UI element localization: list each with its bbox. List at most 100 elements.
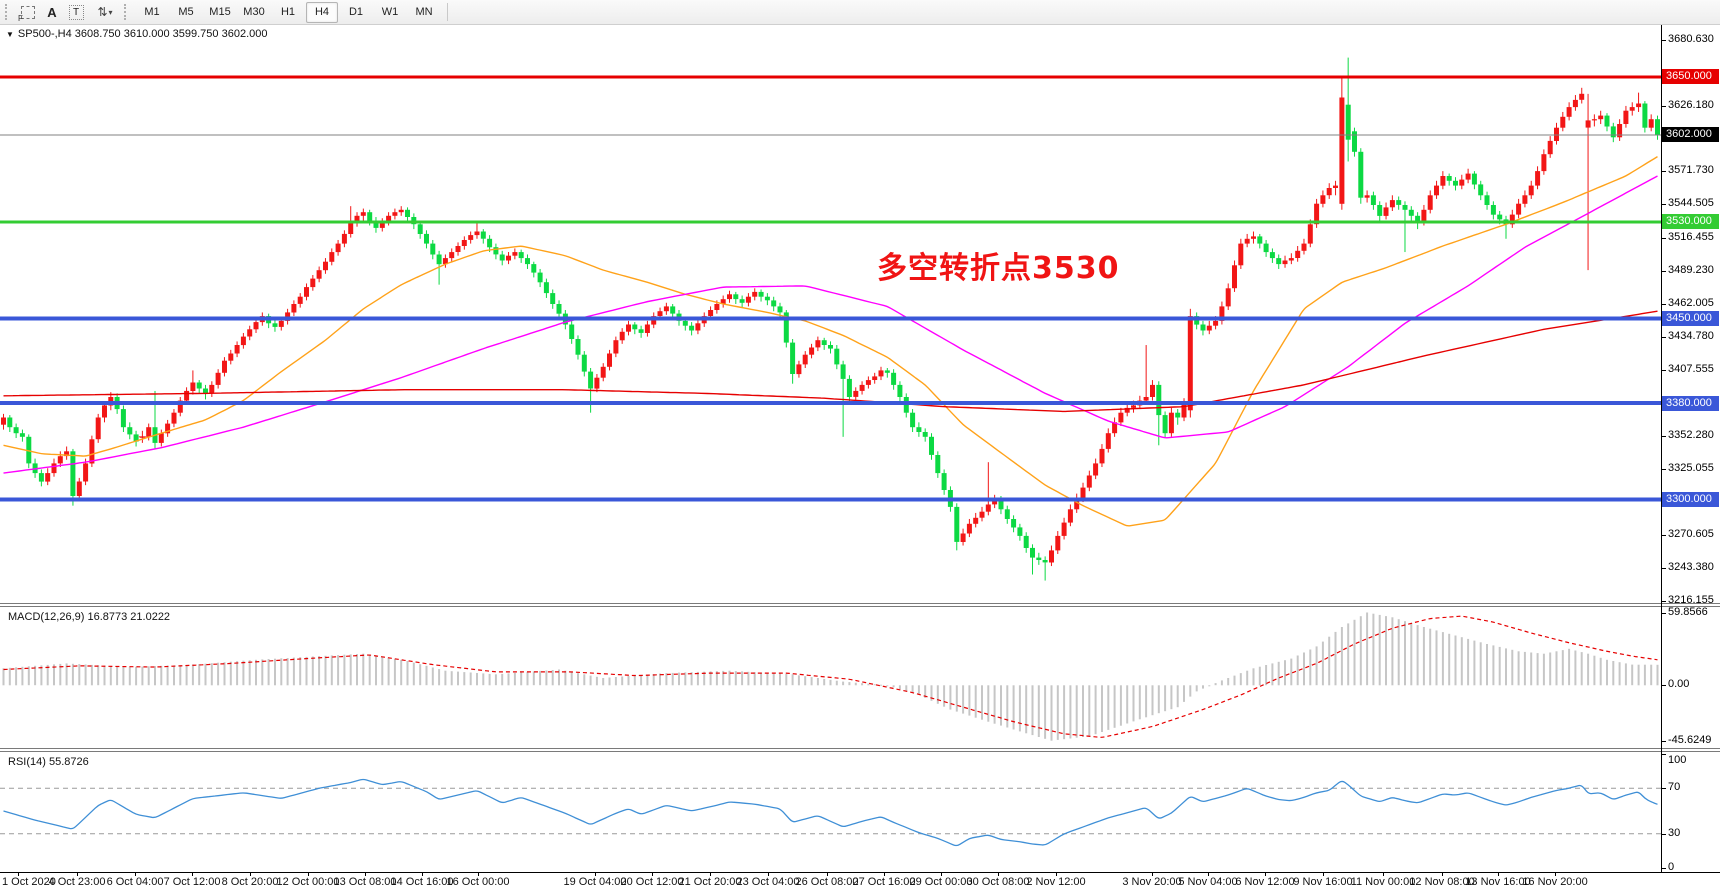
time-axis-label: 3 Nov 20:00	[1122, 876, 1182, 888]
candle	[1124, 403, 1130, 417]
macd-bar	[40, 665, 43, 686]
macd-axis-label: -45.6249	[1668, 734, 1712, 746]
panel-separator-1[interactable]	[0, 603, 1720, 607]
chevron-down-icon[interactable]: ▼	[6, 30, 14, 39]
price-axis-label: 3571.730	[1668, 164, 1714, 176]
candle	[253, 318, 259, 333]
tf-button-h4[interactable]: H4	[306, 1, 338, 23]
macd-bar	[1309, 649, 1312, 686]
tf-button-mn[interactable]: MN	[415, 5, 433, 18]
chart-annotation[interactable]: 多空转折点3530	[877, 251, 1120, 286]
macd-bar	[1624, 663, 1627, 686]
candle-body	[1030, 547, 1035, 558]
macd-bar	[53, 664, 55, 686]
tf-button-m15[interactable]: M15	[209, 5, 231, 18]
macd-bar	[1530, 652, 1533, 686]
tf-button-h1[interactable]: H1	[280, 5, 296, 18]
macd-bar	[412, 662, 415, 686]
candle-body	[1, 417, 6, 425]
candle	[1276, 254, 1282, 269]
tf-button-w1[interactable]: W1	[381, 5, 399, 18]
macd-bar	[65, 663, 68, 686]
candle	[575, 335, 581, 360]
candle	[480, 229, 486, 244]
macd-bar	[1271, 663, 1274, 686]
candle	[1547, 136, 1553, 158]
candle	[1067, 504, 1073, 527]
candle-body	[442, 258, 448, 265]
time-tick-mark	[1383, 872, 1384, 876]
arrows-tool-button[interactable]: ⇅ ▾	[88, 1, 122, 23]
time-axis-label: 19 Oct 04:00	[563, 876, 627, 888]
macd-bar	[1069, 685, 1072, 739]
macd-bar	[690, 672, 693, 686]
price-axis-label: 3352.280	[1668, 429, 1714, 441]
main-chart-panel[interactable]	[0, 25, 1720, 603]
candle	[398, 206, 404, 216]
candle	[581, 351, 587, 377]
candle-body	[543, 282, 549, 294]
candle-body	[360, 212, 366, 216]
macd-bar	[154, 666, 156, 686]
candle	[152, 390, 158, 449]
macd-bar	[848, 682, 851, 686]
time-tick-mark	[652, 872, 653, 876]
candle	[556, 300, 562, 319]
time-axis-label: 11 Nov 00:00	[1350, 876, 1416, 888]
candle-body	[714, 304, 720, 310]
candle	[985, 462, 991, 516]
chart-title[interactable]: ▼ SP500-,H4 3608.750 3610.000 3599.750 36…	[6, 28, 267, 40]
current-price-badge: 3602.000	[1662, 127, 1719, 142]
candle	[138, 430, 146, 443]
rsi-panel[interactable]	[0, 752, 1720, 872]
rsi-tick-mark	[1661, 754, 1666, 755]
macd-bar	[671, 672, 674, 686]
candle	[165, 419, 171, 437]
toolbar-grip-2[interactable]	[124, 4, 130, 20]
candle	[1263, 239, 1269, 257]
tf-button-m30[interactable]: M30	[243, 5, 265, 18]
price-axis-label: 3243.380	[1668, 561, 1714, 573]
macd-bar	[1448, 633, 1451, 686]
candle	[1061, 517, 1067, 540]
toolbar-grip[interactable]	[5, 4, 11, 20]
macd-bar	[248, 660, 251, 686]
time-tick-mark	[768, 872, 769, 876]
label-tool-button[interactable]: A	[40, 1, 64, 23]
tf-button-d1[interactable]: D1	[348, 5, 364, 18]
macd-bar	[1296, 655, 1299, 686]
anchor-frame-tool-button[interactable]: F	[16, 1, 40, 23]
candle-body	[752, 291, 758, 297]
macd-bar	[797, 675, 800, 686]
candle-body	[1314, 203, 1320, 225]
candle-body	[1459, 179, 1465, 186]
macd-bar	[810, 677, 813, 686]
candle	[45, 468, 51, 486]
tf-button-m5[interactable]: M5	[178, 5, 194, 18]
price-badge-3650.000: 3650.000	[1662, 69, 1719, 84]
macd-panel[interactable]	[0, 607, 1720, 748]
macd-tick-mark	[1661, 613, 1666, 614]
candle-body	[689, 325, 695, 331]
panel-separator-2[interactable]	[0, 748, 1720, 752]
macd-bar	[109, 666, 112, 686]
candle-body	[569, 324, 575, 339]
macd-bar	[728, 670, 731, 686]
candle	[613, 336, 619, 358]
candle	[1617, 119, 1623, 141]
candle	[872, 372, 878, 384]
time-tick-mark	[1208, 872, 1209, 876]
candle-body	[1415, 215, 1421, 222]
candle	[903, 393, 909, 418]
candle-body	[13, 427, 19, 434]
macd-signal-line	[3, 615, 1658, 738]
candle-body	[556, 304, 562, 314]
candle-body	[354, 215, 360, 222]
text-tool-button[interactable]: T	[64, 1, 88, 23]
tf-button-m1[interactable]: M1	[144, 5, 160, 18]
candle	[752, 288, 758, 301]
candle-body	[1617, 124, 1623, 138]
macd-bar	[602, 678, 605, 686]
candle	[1490, 201, 1496, 220]
candle	[644, 320, 650, 337]
